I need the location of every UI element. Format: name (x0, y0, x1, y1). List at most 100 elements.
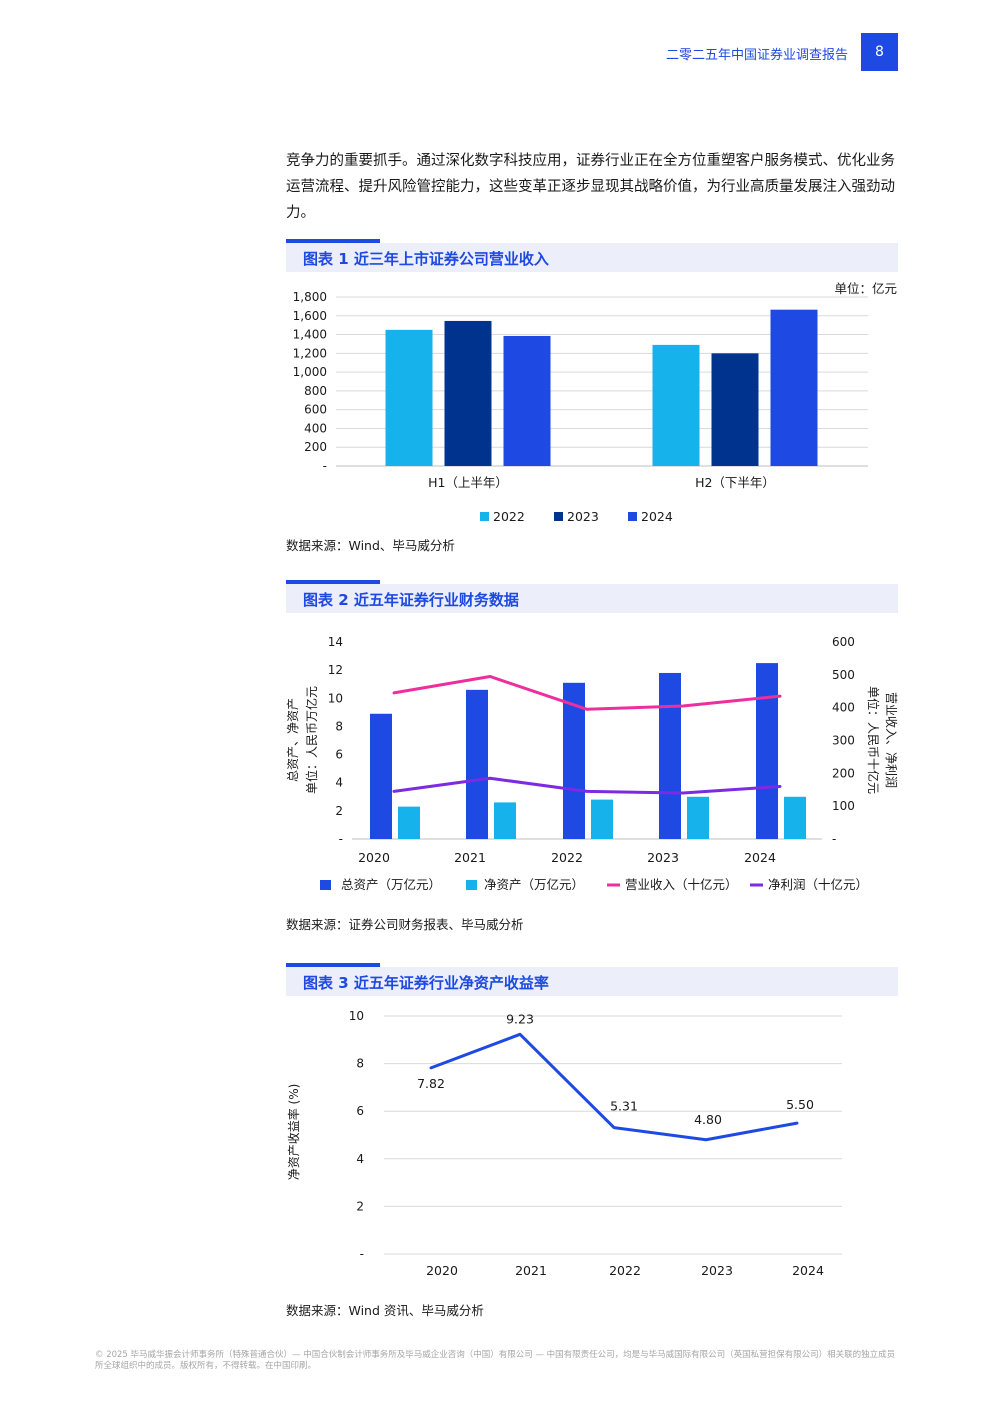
chart1-legend-swatch (554, 512, 563, 521)
chart3-data-label: 9.23 (506, 1011, 534, 1026)
chart3-y-tick: - (360, 1247, 364, 1261)
chart2-bar-net-assets (687, 796, 709, 839)
chart2-y-right-tick: - (832, 832, 836, 846)
chart1-bar (503, 335, 551, 466)
chart2-y-right-title: 营业收入、净利润 (884, 692, 898, 788)
chart3-data-label: 4.80 (694, 1112, 722, 1127)
chart2-bar-total-assets (466, 689, 488, 839)
chart2-x-label: 2020 (358, 850, 390, 865)
chart2-bar-net-assets (494, 802, 516, 839)
chart2-y-left-tick: 12 (328, 663, 343, 677)
chart1-legend-label: 2022 (493, 509, 525, 524)
figure-1-title: 图表 1 近三年上市证券公司营业收入 (303, 250, 549, 268)
chart1-x-label: H1（上半年） (428, 475, 508, 490)
footer-copyright: © 2025 毕马威华振会计师事务所（特殊普通合伙）— 中国合伙制会计师事务所及… (95, 1350, 896, 1371)
chart2-bar-net-assets (591, 799, 613, 839)
intro-paragraph: 竞争力的重要抓手。通过深化数字科技应用，证券行业正在全方位重塑客户服务模式、优化… (286, 153, 895, 221)
chart1-y-tick: 600 (304, 403, 327, 417)
chart2-y-left-tick: 4 (335, 776, 343, 790)
chart1-y-tick: 1,000 (293, 365, 327, 379)
chart3-x-label: 2022 (609, 1263, 641, 1278)
page-number: 8 (861, 33, 898, 71)
chart2-legend-label: 营业收入（十亿元） (625, 877, 738, 892)
chart3-line-roe (429, 1032, 799, 1142)
chart1-y-tick: 1,400 (293, 328, 327, 342)
chart2-y-right-tick: 300 (832, 734, 855, 748)
report-title: 二零二五年中国证券业调查报告 (665, 48, 848, 63)
chart1-bar (444, 320, 492, 466)
chart1-y-tick: 1,200 (293, 346, 327, 360)
chart1-legend-swatch (628, 512, 637, 521)
chart2-y-left-title: 总资产、净资产 (286, 698, 300, 782)
chart2-y-left-tick: 2 (335, 804, 343, 818)
chart2-legend-swatch (466, 880, 477, 890)
chart2-x-label: 2024 (744, 850, 776, 865)
chart1-x-label: H2（下半年） (695, 475, 775, 490)
chart2-x-label: 2021 (454, 850, 486, 865)
chart3-data-label: 5.31 (610, 1099, 638, 1114)
chart2-y-left-unit: 单位：人民币万亿元 (304, 686, 319, 794)
chart2-y-right-tick: 500 (832, 668, 855, 682)
chart3-y-title: 净资产收益率 (%) (286, 1084, 301, 1181)
chart3-x-label: 2023 (701, 1263, 733, 1278)
chart2-x-label: 2023 (647, 850, 679, 865)
chart3-x-label: 2020 (426, 1263, 458, 1278)
chart2-y-left-tick: 14 (328, 635, 343, 649)
figure-2-source: 数据来源：证券公司财务报表、毕马威分析 (286, 917, 524, 932)
chart3-data-label: 5.50 (786, 1097, 814, 1112)
chart1-y-tick: 1,600 (293, 309, 327, 323)
chart2-y-right-tick: 100 (832, 799, 855, 813)
chart1-y-tick: - (323, 459, 327, 473)
chart3-y-tick: 8 (356, 1057, 364, 1071)
chart1-bar (711, 353, 759, 466)
chart2-y-right-unit: 单位：人民币十亿元 (866, 686, 881, 794)
chart3-y-tick: 6 (356, 1104, 364, 1118)
chart3-y-tick: 2 (356, 1199, 364, 1213)
chart1-bar (385, 329, 433, 466)
chart2-bar-net-assets (398, 806, 420, 839)
figure-2-header: 图表 2 近五年证券行业财务数据 (286, 580, 898, 613)
figure-2-accent-bar (286, 580, 380, 584)
figure-2-title: 图表 2 近五年证券行业财务数据 (303, 591, 519, 609)
chart2-y-left-tick: 8 (335, 719, 343, 733)
chart1-y-tick: 800 (304, 384, 327, 398)
chart3-x-label: 2024 (792, 1263, 824, 1278)
chart1-y-tick: 200 (304, 440, 327, 454)
figure-1-source: 数据来源：Wind、毕马威分析 (286, 538, 455, 553)
chart2-legend-label: 净资产（万亿元） (484, 877, 584, 892)
chart1-y-tick: 1,800 (293, 290, 327, 304)
chart3-y-tick: 4 (356, 1152, 364, 1166)
figure-3-title: 图表 3 近五年证券行业净资产收益率 (303, 974, 549, 992)
chart1-legend-label: 2024 (641, 509, 673, 524)
chart2-legend-label: 净利润（十亿元） (768, 877, 868, 892)
figure-3-accent-bar (286, 963, 380, 967)
chart2-line-net-profit (392, 776, 782, 795)
chart2-bar-net-assets (784, 796, 806, 839)
chart3-data-label: 7.82 (417, 1076, 445, 1091)
chart2-line-revenue (392, 674, 782, 711)
figure-3-source: 数据来源：Wind 资讯、毕马威分析 (286, 1303, 484, 1318)
chart2-legend-swatch (320, 880, 331, 890)
chart2-bar-total-assets (659, 672, 681, 839)
chart3-x-label: 2021 (515, 1263, 547, 1278)
chart2-bar-total-assets (756, 663, 778, 839)
chart2-bar-total-assets (370, 713, 392, 839)
chart2-legend-label: 总资产（万亿元） (341, 877, 441, 892)
chart1-y-tick: 400 (304, 421, 327, 435)
chart1-unit-label: 单位：亿元 (834, 281, 897, 296)
chart2-y-left-tick: - (339, 832, 343, 846)
chart1-bar (652, 344, 700, 466)
chart2-y-right-tick: 200 (832, 766, 855, 780)
figure-3-header: 图表 3 近五年证券行业净资产收益率 (286, 963, 898, 996)
figure-1-accent-bar (286, 239, 380, 243)
chart2-y-right-tick: 400 (832, 701, 855, 715)
chart2-y-left-tick: 10 (328, 691, 343, 705)
figure-1-header: 图表 1 近三年上市证券公司营业收入 (286, 239, 898, 272)
chart2-y-right-tick: 600 (832, 635, 855, 649)
chart1-legend-swatch (480, 512, 489, 521)
chart1-legend-label: 2023 (567, 509, 599, 524)
chart2-bar-total-assets (563, 682, 585, 839)
chart2-y-left-tick: 6 (335, 748, 343, 762)
chart2-x-label: 2022 (551, 850, 583, 865)
chart3-y-tick: 10 (349, 1009, 364, 1023)
